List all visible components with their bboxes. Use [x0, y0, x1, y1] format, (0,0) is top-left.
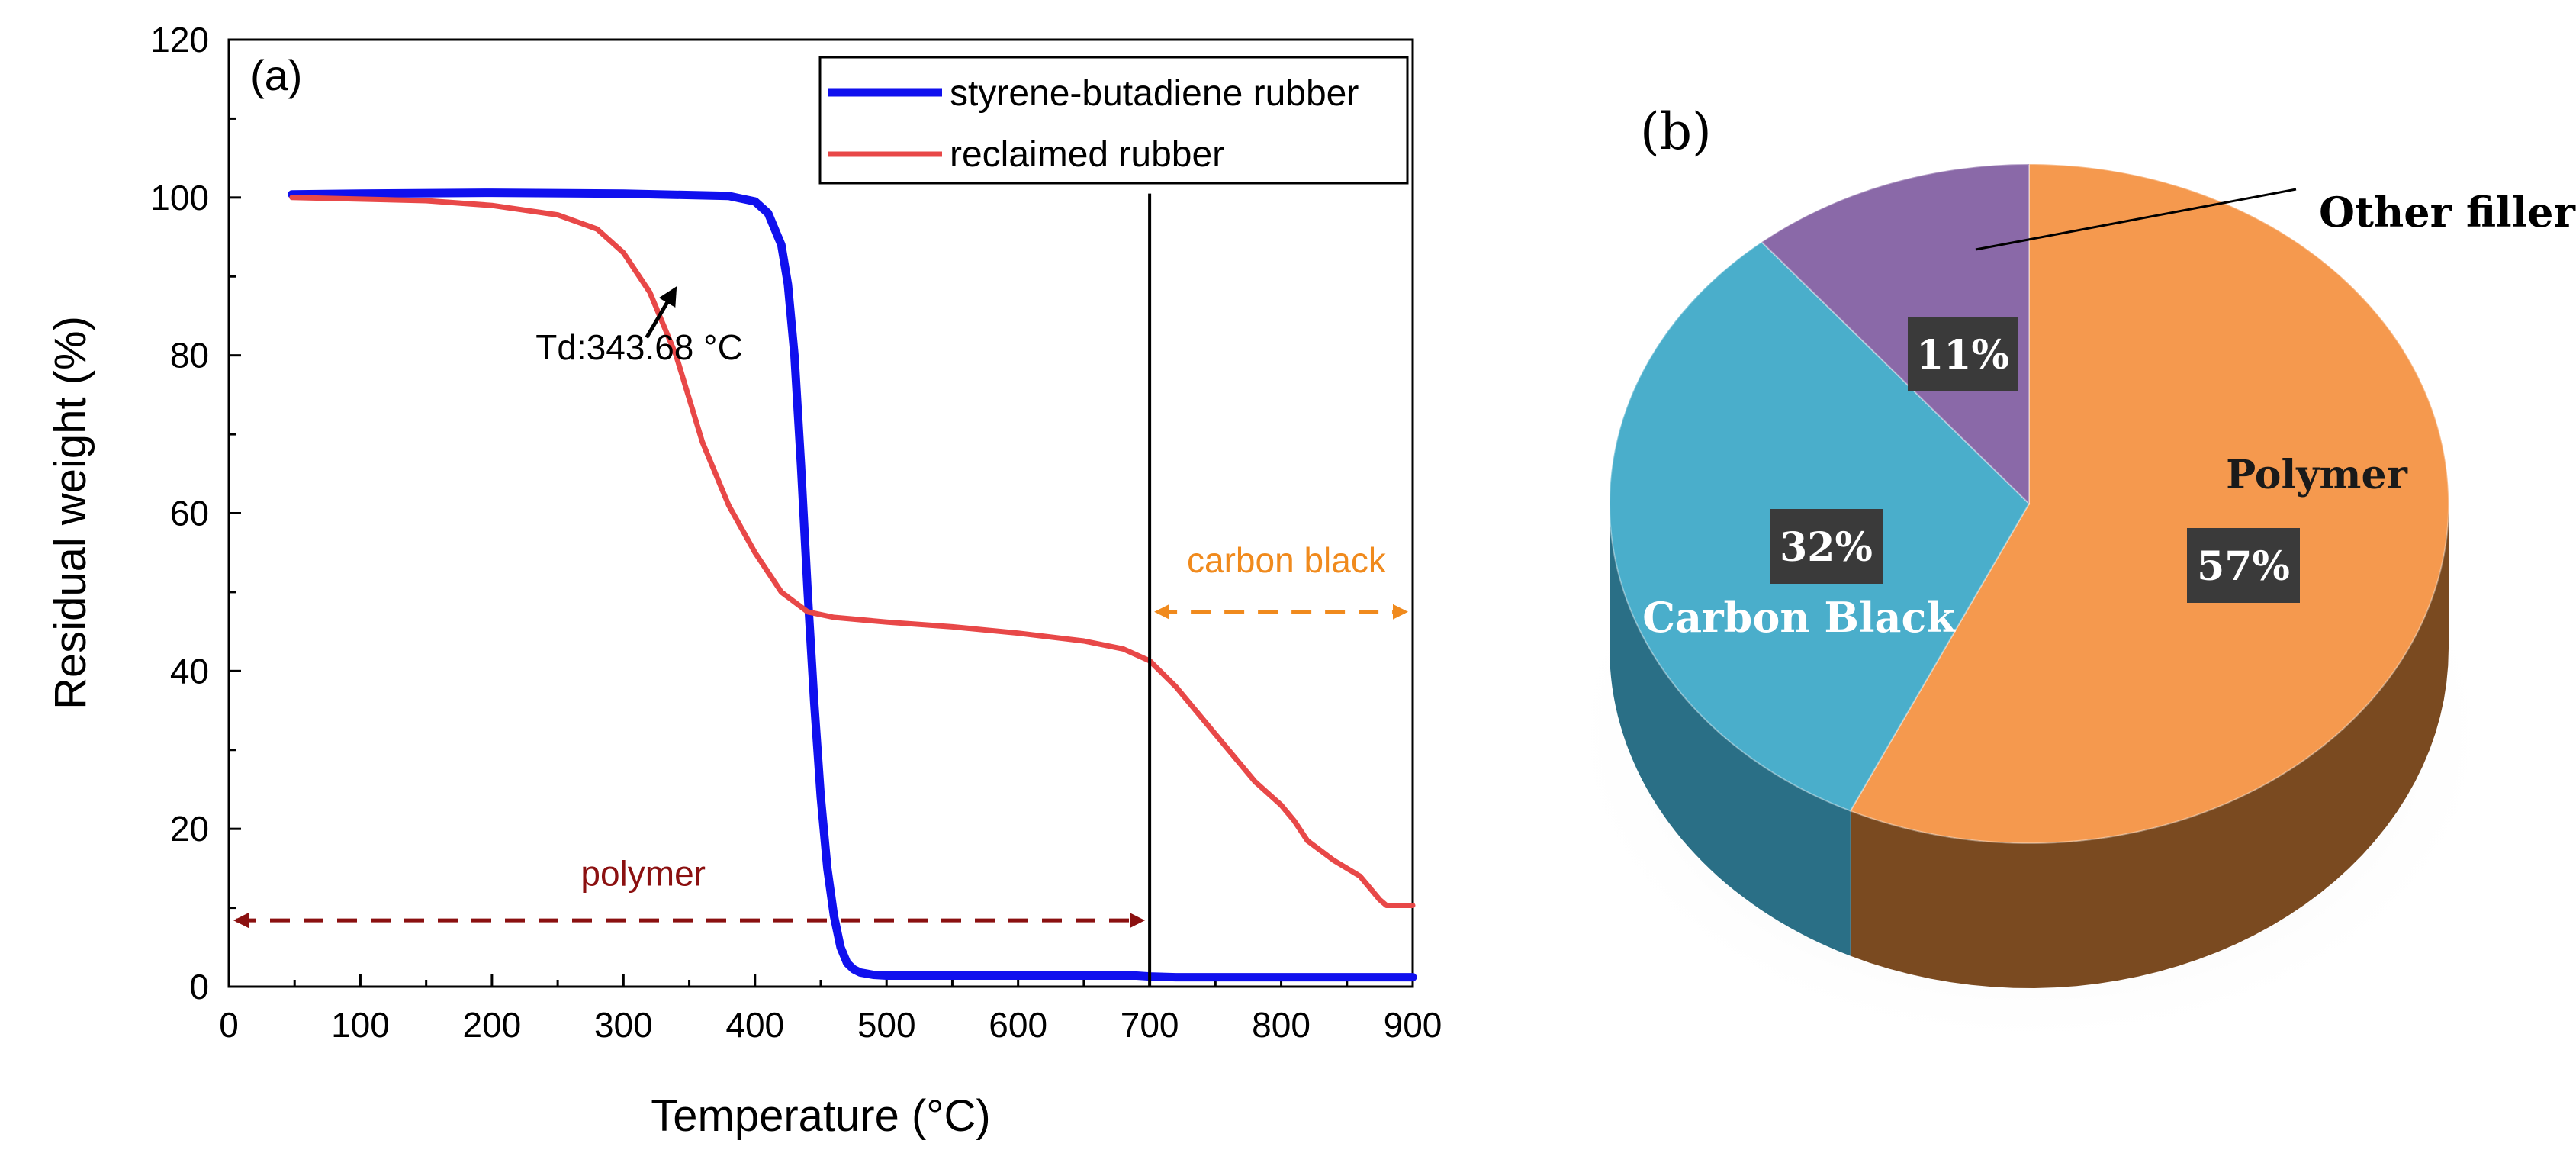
- value-label-bg: [2187, 528, 2300, 603]
- value-label-polymer: 57%: [2187, 528, 2300, 603]
- x-tick-labels: 0 100 200 300 400 500 600 700 800 900: [219, 1005, 1442, 1045]
- composition-pie-chart: (b) Polymer Carbon Black Other filler 57…: [1558, 102, 2575, 1053]
- plot-frame: [227, 38, 1414, 988]
- annotation-layer: Td:343.68 °C carbon black polymer: [233, 193, 1408, 987]
- value-label-other-filler: 11%: [1908, 317, 2018, 391]
- value-label-text: 11%: [1916, 332, 2009, 378]
- other-filler-leader-line: [1975, 188, 2297, 251]
- legend-label-sbr: styrene-butadiene rubber: [950, 73, 1359, 114]
- value-label-text: 32%: [1780, 524, 1873, 571]
- pie-side-polymer: [1850, 504, 2449, 988]
- y-tick-labels: 0 20 40 60 80 100 120: [150, 20, 209, 1007]
- legend-label-reclaimed: reclaimed rubber: [950, 134, 1224, 175]
- x-tick-label: 700: [1121, 1005, 1179, 1045]
- pie-slice-polymer: [1849, 163, 2450, 844]
- panel-label-b: (b): [1640, 102, 1712, 161]
- x-tick-label: 800: [1252, 1005, 1311, 1045]
- x-tick-label: 100: [331, 1005, 390, 1045]
- y-tick-label: 20: [170, 809, 209, 849]
- x-tick-label: 400: [725, 1005, 784, 1045]
- y-tick-label: 80: [170, 336, 209, 375]
- tga-chart: 0 100 200 300 400 500 600 700 800 900 0 20 40 60 80 10…: [46, 20, 1442, 1141]
- series-layer: [288, 188, 1417, 982]
- pie-top-layer: [1609, 163, 2450, 844]
- value-label-text: 57%: [2197, 543, 2290, 590]
- x-tick-label: 600: [989, 1005, 1047, 1045]
- y-tick-label: 120: [150, 20, 209, 60]
- slice-name-polymer: Polymer: [2226, 452, 2407, 498]
- y-axis-label: Residual weight (%): [46, 316, 95, 710]
- slice-name-carbon-black: Carbon Black: [1642, 593, 1956, 642]
- x-tick-label: 900: [1384, 1005, 1442, 1045]
- slice-name-other-filler: Other filler: [2319, 188, 2575, 237]
- x-tick-label: 500: [857, 1005, 916, 1045]
- y-tick-label: 40: [170, 651, 209, 691]
- panel-label-a: (a): [250, 51, 302, 99]
- carbon-black-range-label: carbon black: [1187, 540, 1387, 580]
- pie-side-layer: [1610, 504, 2449, 988]
- td-arrow: [645, 286, 677, 339]
- x-axis-label: Temperature (°C): [651, 1091, 990, 1141]
- legend: styrene-butadiene rubber reclaimed rubbe…: [818, 56, 1409, 185]
- x-tick-label: 300: [594, 1005, 653, 1045]
- value-label-bg: [1770, 509, 1883, 584]
- y-tick-label: 60: [170, 494, 209, 533]
- value-label-carbon-black: 32%: [1770, 509, 1883, 584]
- polymer-range-label: polymer: [580, 854, 706, 894]
- td-annotation-label: Td:343.68 °C: [535, 327, 743, 367]
- pie-side-carbon-black: [1610, 504, 1851, 956]
- series-line-sbr: [288, 188, 1417, 982]
- y-tick-label: 100: [150, 178, 209, 217]
- x-tick-label: 200: [463, 1005, 522, 1045]
- legend-box: [818, 56, 1409, 185]
- x-tick-label: 0: [219, 1005, 239, 1045]
- value-label-bg: [1908, 317, 2018, 391]
- series-line-reclaimed: [289, 195, 1416, 908]
- y-tick-label: 0: [189, 967, 209, 1007]
- pie-slice-other-filler: [1760, 163, 2030, 506]
